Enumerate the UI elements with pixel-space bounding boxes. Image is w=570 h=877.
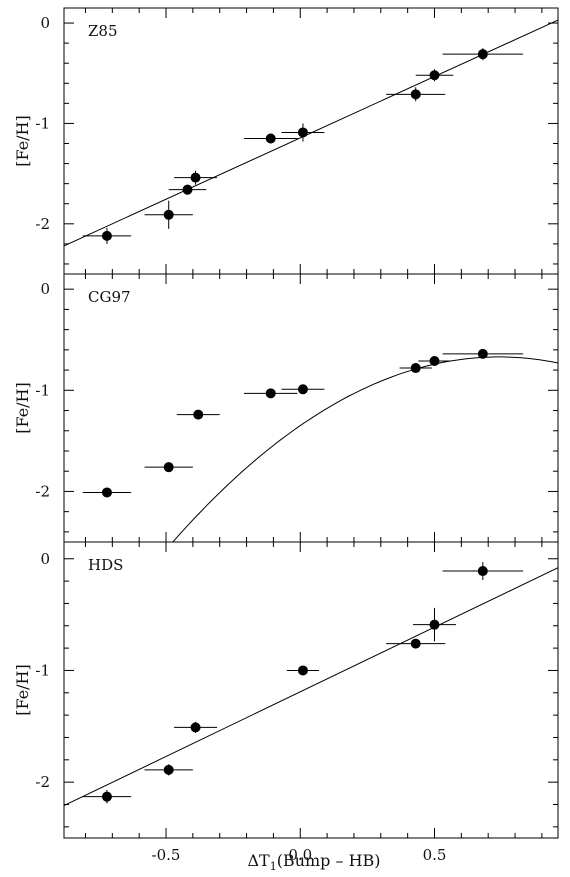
x-axis-title-prefix: ΔT [247,851,270,870]
point-marker [477,348,488,359]
point-marker [190,722,201,733]
point-marker [163,462,174,473]
x-tick-label: 0.0 [288,846,312,864]
plot-frame [63,541,559,839]
y-tick-label: -2 [35,482,50,500]
point-marker [265,388,276,399]
point-marker [429,619,440,630]
x-axis-title-suffix: (Bump – HB) [277,851,381,870]
fit-line [172,356,558,542]
data-point [415,69,454,82]
point-marker [101,487,112,498]
data-point [286,665,320,676]
fit-line [64,19,558,247]
y-tick-label: -1 [35,661,50,679]
data-point [243,133,298,144]
point-marker [410,638,421,649]
point-marker [193,409,204,420]
panel-cg97: 0 -1 -2 [Fe/H] CG97 [13,273,559,543]
y-tick-label: 0 [40,550,50,568]
data-point [168,184,207,195]
chart-panels: 0 -1 -2 [Fe/H] Z85 0 -1 -2 [Fe/H] CG97 0 -1 -2 [Fe/H]… [13,7,559,864]
point-marker [477,49,488,60]
point-marker [101,230,112,241]
y-tick-label: 0 [40,14,50,32]
y-tick-label: -2 [35,215,50,233]
fit-line [64,567,558,807]
data-point [418,355,451,366]
data-point [281,384,325,395]
point-marker [477,566,488,577]
plot-frame [63,7,559,275]
data-point [174,721,218,734]
data-point [82,227,132,244]
data-point [399,363,432,374]
y-tick-label: -1 [35,381,50,399]
y-tick-label: -1 [35,114,50,132]
point-marker [297,127,308,138]
data-point [413,607,456,642]
point-marker [182,184,193,195]
data-point [174,170,218,185]
x-tick-label: -0.5 [152,846,181,864]
point-marker [429,70,440,81]
data-point [82,789,132,804]
y-axis-title: [Fe/H] [13,664,32,716]
data-point [442,48,524,61]
data-point [176,409,220,420]
data-point [144,764,193,776]
panel-label: CG97 [88,288,131,306]
x-axis-title: ΔT1(Bump – HB) [247,851,380,873]
point-marker [297,384,308,395]
data-point [243,388,298,399]
point-marker [101,791,112,802]
panel-label: HDS [88,556,123,574]
data-point [386,87,446,102]
point-marker [190,172,201,183]
panel-hds: 0 -1 -2 [Fe/H] HDS -0.5 0.0 0.5 [13,541,559,864]
y-axis-title: [Fe/H] [13,382,32,434]
data-point [144,462,193,473]
x-axis-title-subscript: 1 [270,860,277,873]
data-point [82,487,132,498]
point-marker [297,665,308,676]
plot-frame [63,273,559,543]
panel-z85: 0 -1 -2 [Fe/H] Z85 [13,7,559,275]
x-tick-label: 0.5 [423,846,447,864]
point-marker [410,363,421,374]
data-point [281,123,325,142]
point-marker [163,764,174,775]
panel-label: Z85 [88,22,118,40]
data-point [442,562,524,580]
point-marker [429,355,440,366]
data-point [442,348,524,359]
y-tick-label: -2 [35,773,50,791]
data-point [386,638,446,649]
point-marker [410,89,421,100]
data-point [144,200,193,229]
point-marker [163,209,174,220]
point-marker [265,133,276,144]
y-tick-label: 0 [40,280,50,298]
y-axis-title: [Fe/H] [13,115,32,167]
